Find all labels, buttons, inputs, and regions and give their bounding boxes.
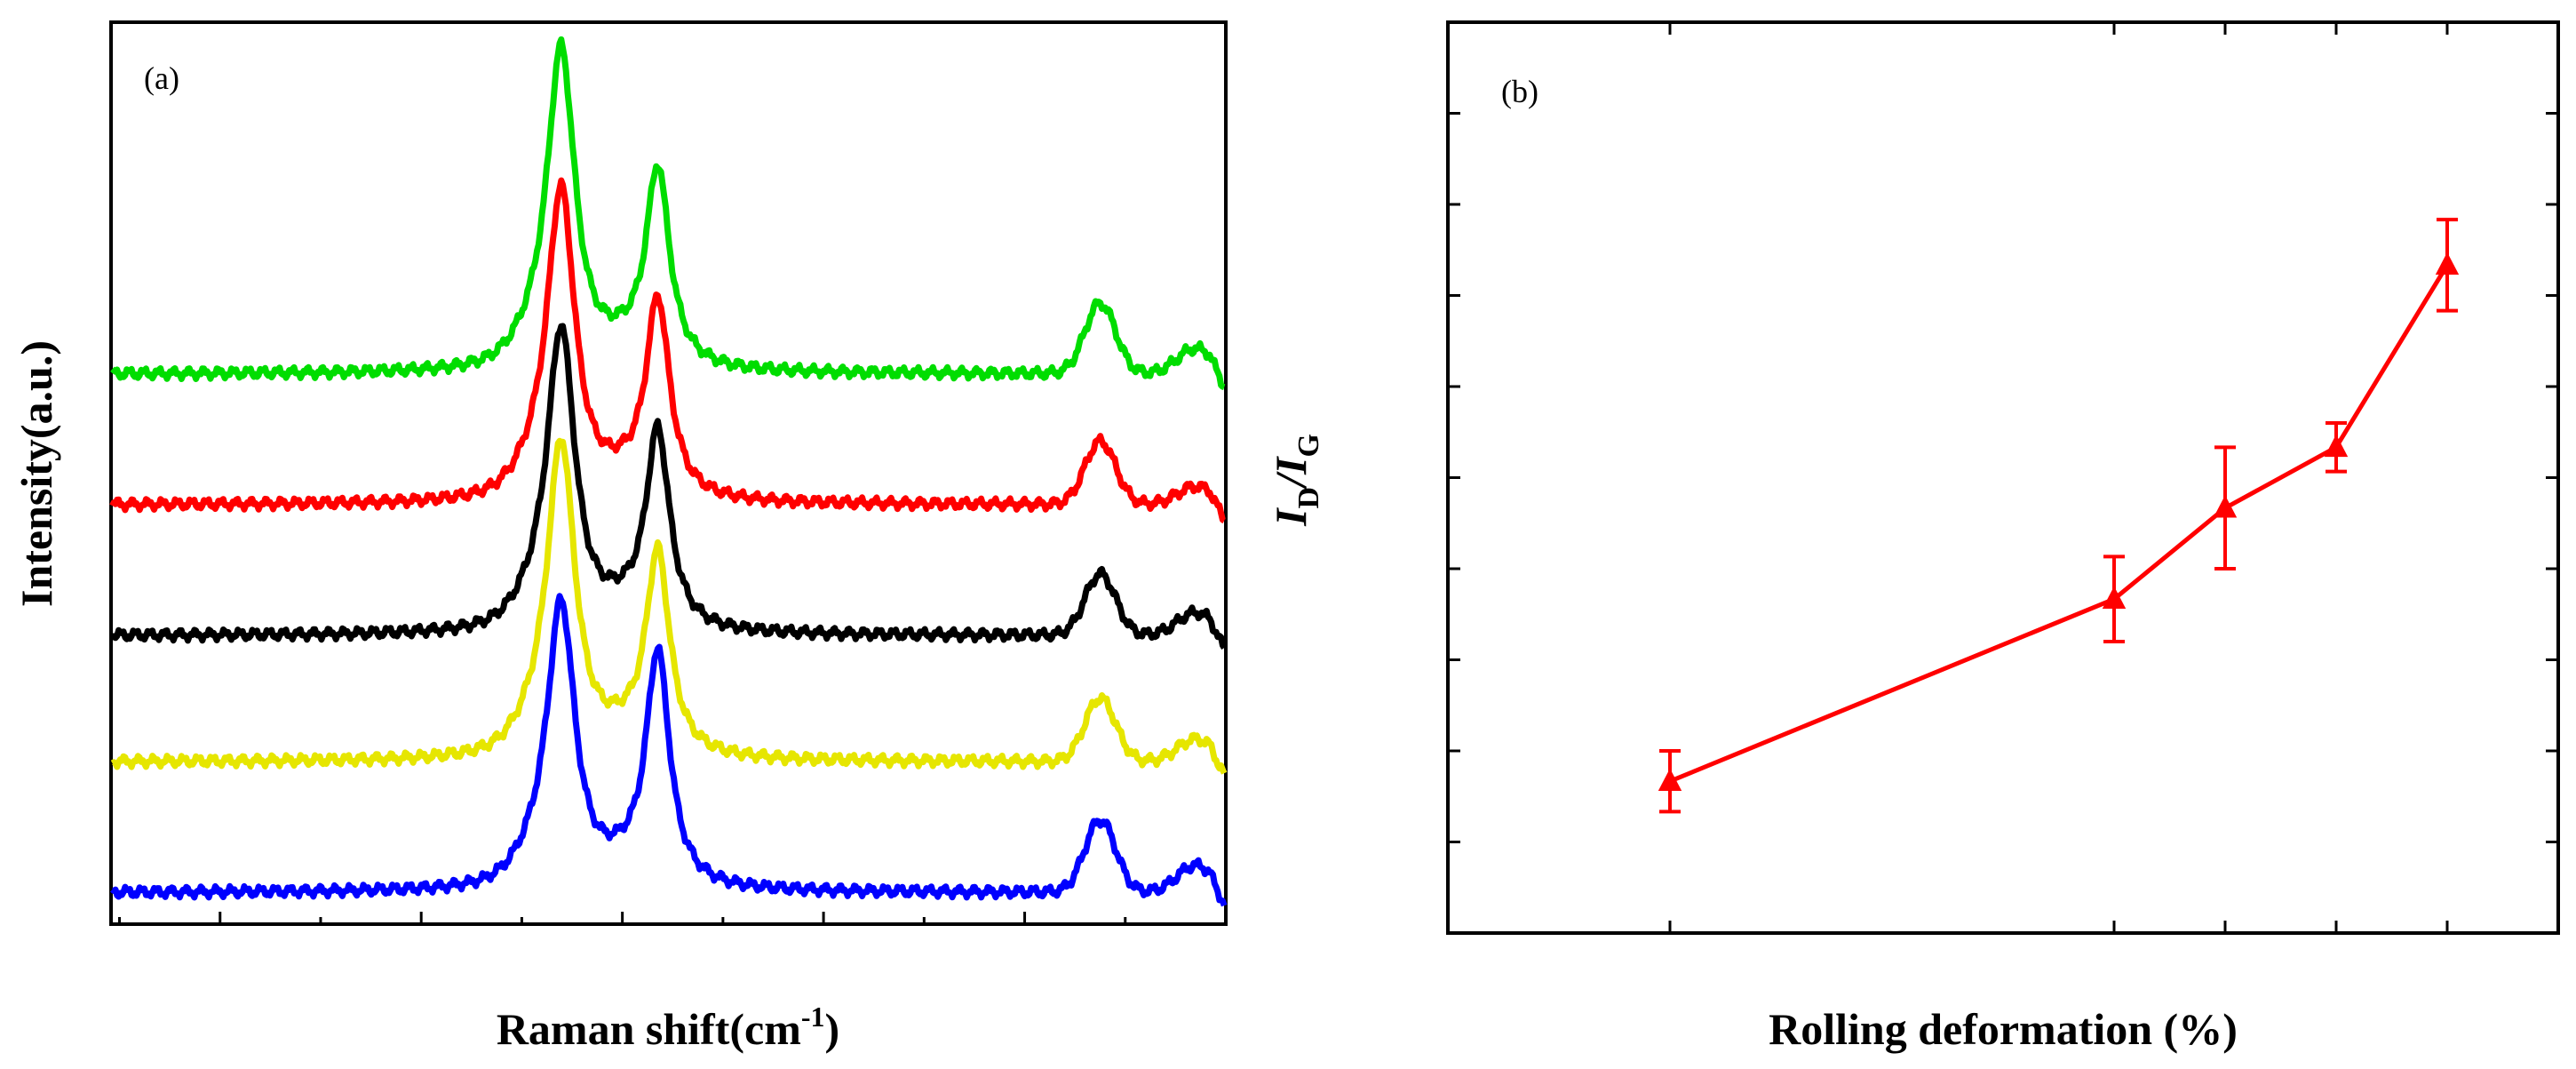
- panel-a-x-ticks: [109, 912, 1228, 924]
- id-ig-line: [1669, 263, 2450, 784]
- data-point-triangle: [2102, 586, 2127, 609]
- raman-curve-70pct: [110, 36, 1226, 391]
- panel-b-data-series: [1658, 218, 2460, 814]
- panel-b-y-ticks: [1448, 20, 2558, 935]
- data-point-triangle: [1658, 768, 1682, 791]
- panel-a-plot-frame: [109, 20, 1228, 926]
- panel-b-y-title-sub1: D: [1292, 487, 1325, 509]
- panel-b-plot-frame: [1446, 20, 2560, 935]
- data-point-triangle: [2324, 434, 2349, 458]
- panel-a-raman-spectra: (a) Raman shift(cm-1) Intensity(a.u.): [12, 20, 1228, 1054]
- raman-curve-50pct: [109, 323, 1228, 650]
- panel-b-y-axis-title: ID/IG: [1266, 434, 1325, 527]
- panel-a-label: (a): [144, 60, 179, 96]
- panel-b-x-ticks: [1668, 22, 2449, 933]
- raman-curve-0pct: [109, 593, 1228, 907]
- data-point-triangle: [2213, 495, 2238, 518]
- panel-a-x-title-sup: -1: [801, 1001, 825, 1033]
- panel-a-series-group: [109, 36, 1228, 907]
- panel-b-x-axis-title: Rolling deformation (%): [1769, 1004, 2238, 1054]
- data-point-triangle: [2435, 251, 2460, 275]
- panel-b-y-title-slash: /I: [1266, 456, 1316, 491]
- panel-a-x-title-close: ): [825, 1004, 840, 1054]
- panel-b-y-title-i1: I: [1266, 507, 1316, 527]
- panel-a-x-axis-title: Raman shift(cm-1): [497, 1001, 839, 1054]
- panel-b-id-ig-ratio: (b) Rolling deformation (%) ID/IG: [1266, 20, 2560, 1054]
- panel-b-label: (b): [1501, 74, 1538, 109]
- panel-a-y-axis-title: Intensity(a.u.): [12, 340, 61, 607]
- panel-b-y-title-sub2: G: [1292, 434, 1325, 457]
- panel-a-x-title-main: Raman shift(cm: [497, 1004, 801, 1054]
- raman-curve-40pct: [110, 437, 1228, 775]
- raman-curve-60pct: [109, 177, 1226, 524]
